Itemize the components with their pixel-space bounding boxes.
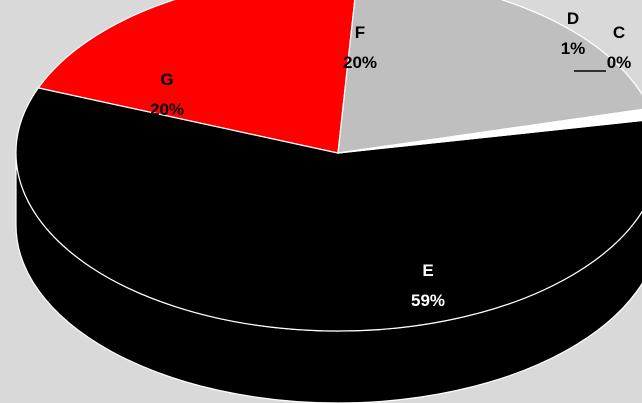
slice-label-g: G [160, 70, 173, 89]
pie-slice-g [37, 0, 356, 154]
slice-value-label-f: 20% [343, 53, 377, 72]
slice-value-label-c: 0% [607, 53, 632, 72]
slice-value-label-g: 20% [150, 100, 184, 119]
slice-label-d: D [567, 9, 579, 28]
pie-slice-e [15, 87, 642, 332]
pie-slice-f [337, 0, 642, 154]
slice-value-label-e: 59% [411, 291, 445, 310]
slice-label-c: C [613, 23, 625, 42]
slice-label-f: F [355, 23, 365, 42]
slice-label-e: E [422, 261, 433, 280]
pie-slice-d [337, 108, 642, 154]
slice-value-label-d: 1% [561, 39, 586, 58]
